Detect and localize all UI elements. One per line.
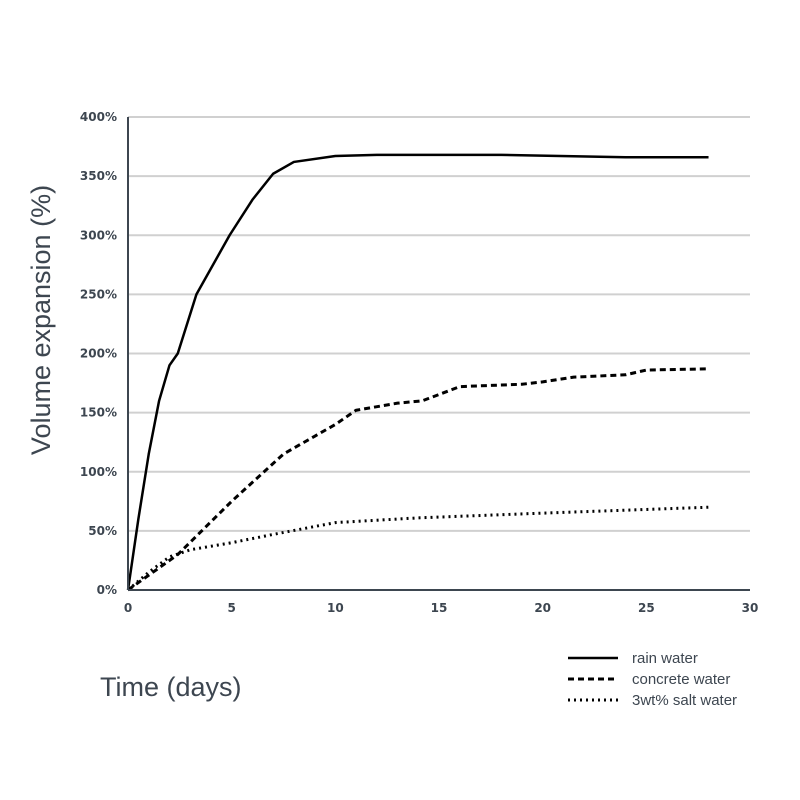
- y-tick-label: 150%: [80, 406, 117, 420]
- y-tick-label: 50%: [88, 524, 117, 538]
- y-tick-label: 350%: [80, 169, 117, 183]
- y-axis-label: Volume expansion (%): [26, 185, 56, 455]
- x-tick-label: 20: [534, 601, 551, 615]
- x-tick-label: 25: [638, 601, 655, 615]
- y-tick-label: 200%: [80, 347, 117, 361]
- x-tick-label: 10: [327, 601, 344, 615]
- x-axis-label: Time (days): [100, 672, 242, 702]
- y-tick-label: 100%: [80, 465, 117, 479]
- series-line-solid: [126, 153, 709, 591]
- series-line-dotted: [127, 505, 709, 592]
- x-tick-label: 30: [742, 601, 759, 615]
- y-tick-label: 300%: [80, 228, 117, 242]
- y-tick-label: 400%: [80, 110, 117, 124]
- legend-label: rain water: [632, 650, 698, 667]
- x-tick-label: 0: [124, 601, 132, 615]
- legend-label: 3wt% salt water: [632, 692, 737, 709]
- legend-label: concrete water: [632, 671, 730, 688]
- x-tick-label: 5: [227, 601, 235, 615]
- y-tick-label: 0%: [97, 583, 117, 597]
- series-line-dashed: [127, 367, 709, 592]
- y-tick-label: 250%: [80, 287, 117, 301]
- x-tick-label: 15: [431, 601, 448, 615]
